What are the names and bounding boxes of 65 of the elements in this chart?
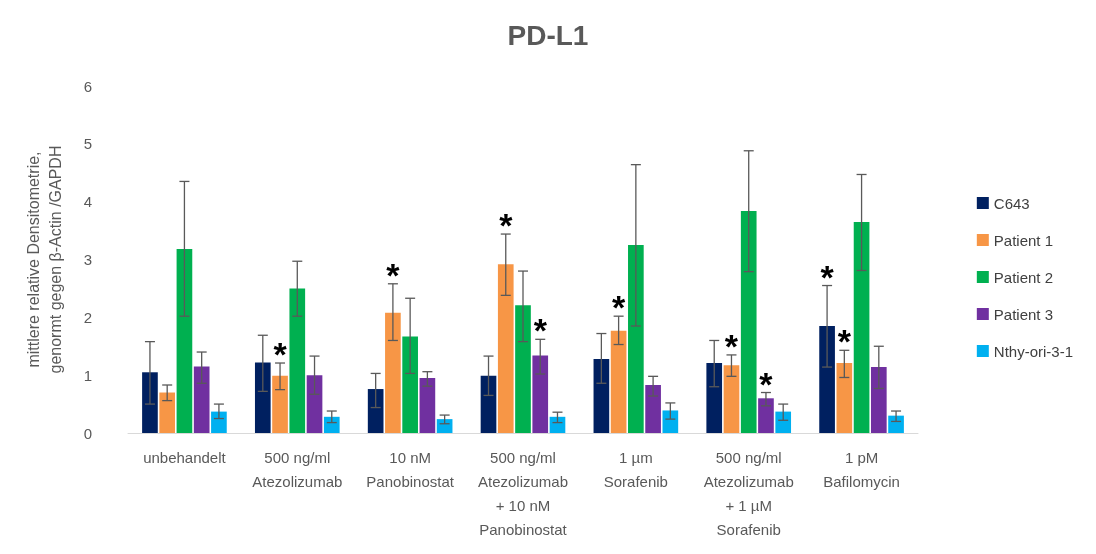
bar	[211, 411, 227, 433]
bar	[870, 367, 887, 433]
y-axis-title: mittlere relative Densitometrie, genormt gegen β-Actin /GAPDH	[24, 145, 64, 374]
bar	[176, 249, 193, 433]
bar	[888, 415, 904, 433]
bar	[367, 389, 384, 433]
bar	[775, 411, 792, 433]
y-tick-label: 4	[83, 193, 92, 211]
x-tick-label: unbehandelt	[143, 448, 227, 466]
bar	[254, 362, 271, 433]
bar	[289, 288, 306, 433]
x-tick-label: 1 pM Bafilomycin	[823, 448, 900, 490]
bar	[645, 385, 661, 433]
chart-title: PD-L1	[507, 19, 589, 51]
data-label: *	[837, 322, 852, 361]
data-label: *	[533, 311, 548, 350]
legend-label: C643	[993, 194, 1030, 212]
x-tick-label: 10 nM Panobinostat	[366, 448, 455, 490]
x-tick-label: 500 ng/ml Atezolizumab	[252, 448, 343, 490]
bar	[628, 245, 644, 433]
bar	[662, 410, 679, 433]
bar	[419, 378, 436, 433]
bar	[480, 375, 497, 433]
data-label: *	[386, 255, 401, 294]
bar	[497, 264, 514, 433]
bar	[323, 416, 340, 433]
bar	[306, 375, 323, 433]
y-tick-label: 5	[83, 135, 92, 153]
bar	[740, 210, 757, 433]
data-label: *	[759, 364, 774, 403]
data-label: *	[612, 288, 626, 327]
legend-label: Nthy-ori-3-1	[993, 342, 1074, 360]
bar	[402, 336, 418, 433]
bar	[853, 221, 870, 433]
data-label: *	[499, 206, 514, 245]
x-tick-label: 1 µm Sorafenib	[603, 448, 668, 490]
bar	[723, 365, 740, 433]
x-tick-label: 500 ng/ml Atezolizumab + 1 µM Sorafenib	[703, 448, 794, 538]
bar	[758, 398, 774, 433]
bar	[819, 326, 835, 433]
y-tick-label: 0	[83, 424, 92, 442]
bar	[515, 305, 531, 433]
data-label: *	[273, 335, 288, 374]
bar	[385, 312, 401, 433]
data-label: *	[724, 326, 739, 365]
bar	[436, 419, 453, 433]
y-tick-label: 2	[83, 308, 92, 326]
bar	[836, 363, 853, 433]
bar	[706, 363, 723, 433]
bar	[549, 416, 566, 433]
bar	[142, 372, 158, 433]
bar	[193, 366, 210, 433]
y-tick-label: 1	[83, 366, 92, 384]
bar	[159, 392, 176, 433]
y-tick-label: 6	[83, 77, 92, 95]
legend-label: Patient 3	[993, 305, 1054, 323]
bar	[610, 330, 627, 433]
data-label: *	[820, 257, 835, 296]
legend-label: Patient 2	[993, 268, 1054, 286]
y-tick-label: 3	[83, 251, 92, 268]
bar	[593, 358, 610, 433]
bar	[272, 375, 288, 433]
x-tick-label: 500 ng/ml Atezolizumab + 10 nM Panobinostat	[477, 448, 569, 538]
bar	[532, 355, 549, 433]
legend-label: Patient 1	[993, 231, 1054, 249]
